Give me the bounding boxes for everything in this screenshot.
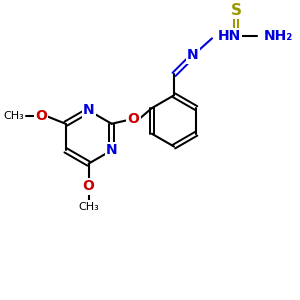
Text: CH₃: CH₃ — [78, 202, 99, 212]
Text: O: O — [83, 179, 94, 194]
Text: O: O — [128, 112, 140, 126]
Text: N: N — [187, 48, 199, 62]
Text: CH₃: CH₃ — [3, 111, 24, 121]
Text: N: N — [83, 103, 94, 118]
Text: O: O — [35, 109, 47, 123]
Text: HN: HN — [218, 29, 241, 44]
Text: NH₂: NH₂ — [264, 29, 293, 44]
Text: S: S — [231, 3, 242, 18]
Text: N: N — [106, 143, 118, 157]
